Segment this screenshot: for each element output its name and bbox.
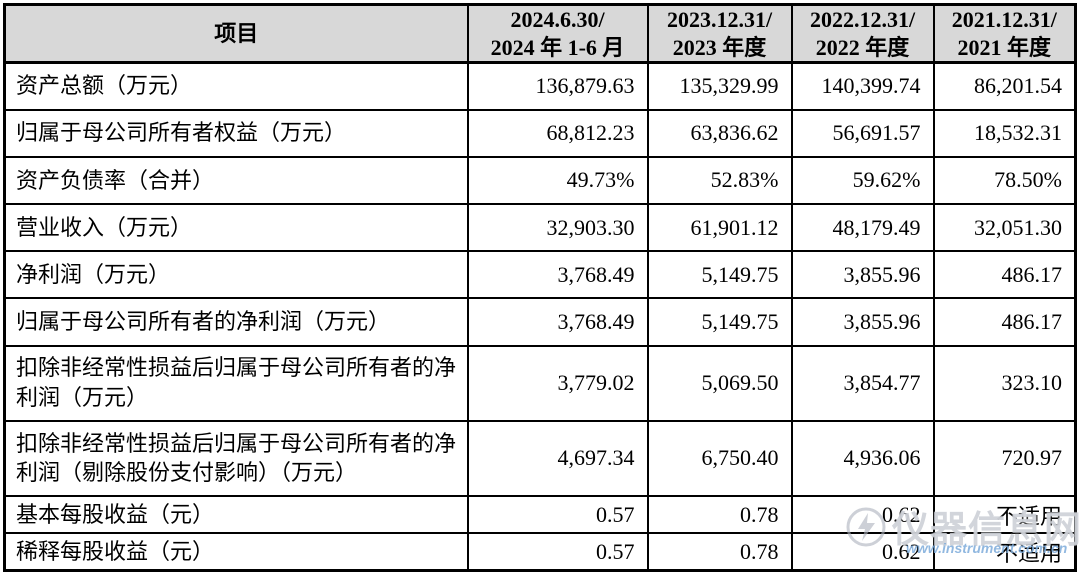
financial-summary-table: 项目 2024.6.30/ 2024 年 1-6 月 2023.12.31/ 2… (3, 3, 1077, 572)
cell-value: 3,855.96 (790, 297, 935, 347)
cell-value: 49.73% (466, 155, 649, 206)
cell-value: 0.78 (646, 495, 793, 535)
cell-value: 3,768.49 (466, 297, 649, 347)
cell-value: 3,779.02 (466, 344, 649, 422)
header-period-2023: 2023.12.31/ 2023 年度 (646, 3, 793, 64)
table-header-row: 项目 2024.6.30/ 2024 年 1-6 月 2023.12.31/ 2… (3, 3, 1077, 64)
header-item-label: 项目 (214, 20, 259, 46)
cell-value: 5,069.50 (646, 344, 793, 422)
cell-value: 486.17 (932, 297, 1077, 347)
cell-value: 0.62 (790, 495, 935, 535)
cell-value: 86,201.54 (932, 61, 1077, 111)
cell-value: 135,329.99 (646, 61, 793, 111)
cell-value: 56,691.57 (790, 108, 935, 158)
cell-value: 32,903.30 (466, 203, 649, 253)
cell-value: 68,812.23 (466, 108, 649, 158)
period-span: 2022 年度 (815, 34, 910, 60)
table-row: 资产总额（万元） 136,879.63 135,329.99 140,399.7… (3, 61, 1077, 111)
cell-value: 486.17 (932, 250, 1077, 300)
period-span: 2023 年度 (672, 34, 767, 60)
row-label: 扣除非经常性损益后归属于母公司所有者的净利润（万元） (3, 344, 469, 422)
cell-value: 3,768.49 (466, 250, 649, 300)
cell-value: 0.57 (466, 532, 649, 572)
cell-value: 0.78 (646, 532, 793, 572)
table-row: 资产负债率（合并） 49.73% 52.83% 59.62% 78.50% (3, 155, 1077, 206)
table-row: 归属于母公司所有者权益（万元） 68,812.23 63,836.62 56,6… (3, 108, 1077, 158)
table-row: 营业收入（万元） 32,903.30 61,901.12 48,179.49 3… (3, 203, 1077, 253)
cell-value: 59.62% (790, 155, 935, 206)
cell-value: 140,399.74 (790, 61, 935, 111)
cell-value: 52.83% (646, 155, 793, 206)
table-row: 净利润（万元） 3,768.49 5,149.75 3,855.96 486.1… (3, 250, 1077, 300)
table-row: 基本每股收益（元） 0.57 0.78 0.62 不适用 (3, 495, 1077, 535)
table-row: 扣除非经常性损益后归属于母公司所有者的净利润（万元） 3,779.02 5,06… (3, 344, 1077, 422)
row-label: 资产总额（万元） (3, 61, 469, 111)
header-period-2024: 2024.6.30/ 2024 年 1-6 月 (466, 3, 649, 64)
row-label: 基本每股收益（元） (3, 495, 469, 535)
row-label: 资产负债率（合并） (3, 155, 469, 206)
table-row: 扣除非经常性损益后归属于母公司所有者的净利润（剔除股份支付影响）（万元） 4,6… (3, 419, 1077, 498)
cell-value: 不适用 (932, 532, 1077, 572)
cell-value: 136,879.63 (466, 61, 649, 111)
row-label: 净利润（万元） (3, 250, 469, 300)
period-date: 2023.12.31/ (666, 7, 773, 32)
cell-value: 6,750.40 (646, 419, 793, 498)
cell-value: 61,901.12 (646, 203, 793, 253)
cell-value: 48,179.49 (790, 203, 935, 253)
cell-value: 不适用 (932, 495, 1077, 535)
row-label: 稀释每股收益（元） (3, 532, 469, 572)
period-span: 2024 年 1-6 月 (490, 34, 625, 60)
cell-value: 63,836.62 (646, 108, 793, 158)
cell-value: 4,936.06 (790, 419, 935, 498)
row-label: 营业收入（万元） (3, 203, 469, 253)
cell-value: 3,854.77 (790, 344, 935, 422)
cell-value: 720.97 (932, 419, 1077, 498)
table-row: 归属于母公司所有者的净利润（万元） 3,768.49 5,149.75 3,85… (3, 297, 1077, 347)
period-date: 2024.6.30/ (510, 7, 605, 32)
cell-value: 0.57 (466, 495, 649, 535)
header-period-2022: 2022.12.31/ 2022 年度 (790, 3, 935, 64)
cell-value: 0.62 (790, 532, 935, 572)
header-item: 项目 (3, 3, 469, 64)
cell-value: 5,149.75 (646, 250, 793, 300)
table-row: 稀释每股收益（元） 0.57 0.78 0.62 不适用 (3, 532, 1077, 572)
row-label: 归属于母公司所有者的净利润（万元） (3, 297, 469, 347)
header-period-2021: 2021.12.31/ 2021 年度 (932, 3, 1077, 64)
cell-value: 78.50% (932, 155, 1077, 206)
period-span: 2021 年度 (957, 34, 1051, 60)
cell-value: 3,855.96 (790, 250, 935, 300)
cell-value: 5,149.75 (646, 297, 793, 347)
period-date: 2021.12.31/ (951, 7, 1057, 32)
cell-value: 323.10 (932, 344, 1077, 422)
cell-value: 18,532.31 (932, 108, 1077, 158)
period-date: 2022.12.31/ (809, 7, 916, 32)
cell-value: 32,051.30 (932, 203, 1077, 253)
row-label: 扣除非经常性损益后归属于母公司所有者的净利润（剔除股份支付影响）（万元） (3, 419, 469, 498)
row-label: 归属于母公司所有者权益（万元） (3, 108, 469, 158)
cell-value: 4,697.34 (466, 419, 649, 498)
